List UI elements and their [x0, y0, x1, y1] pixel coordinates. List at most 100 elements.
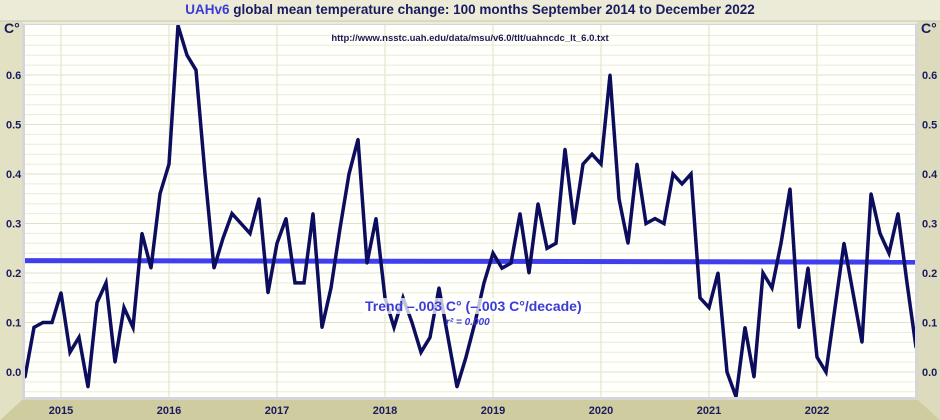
data-point	[410, 321, 414, 324]
data-point	[743, 325, 747, 329]
data-point	[113, 360, 117, 364]
data-point	[554, 241, 558, 245]
data-point	[455, 385, 459, 389]
data-point	[878, 231, 882, 235]
data-point	[329, 286, 333, 290]
x-tick-label: 2021	[697, 405, 721, 417]
title-text: global mean temperature change: 100 mont…	[233, 2, 755, 17]
data-point	[25, 375, 27, 379]
y-tick-label-right: 0.6	[922, 70, 937, 82]
data-point	[869, 192, 873, 196]
data-point	[104, 281, 108, 285]
x-tick-label: 2017	[265, 405, 289, 417]
data-point	[905, 281, 909, 285]
data-point	[59, 291, 63, 295]
data-point	[419, 350, 423, 354]
data-point	[230, 212, 234, 216]
data-point	[860, 340, 864, 344]
data-point	[374, 217, 378, 221]
data-point	[311, 212, 315, 216]
data-point	[284, 217, 288, 221]
data-point	[356, 137, 360, 141]
x-tick-label: 2020	[589, 405, 613, 417]
data-point	[257, 197, 261, 201]
y-tick-label-left: 0.0	[6, 367, 21, 379]
data-point	[707, 306, 711, 310]
data-point	[563, 147, 567, 151]
data-point	[167, 162, 171, 166]
data-point	[149, 266, 153, 270]
data-point	[482, 281, 486, 285]
frame-right	[915, 0, 940, 420]
data-point	[122, 306, 126, 310]
trend-line	[24, 258, 916, 265]
data-point	[824, 370, 828, 374]
x-tick-label: 2015	[49, 405, 73, 417]
data-point	[140, 231, 144, 235]
chart-title: UAHv6 global mean temperature change: 10…	[0, 2, 940, 17]
data-point	[320, 325, 324, 329]
data-point	[491, 251, 495, 255]
data-point	[761, 271, 765, 275]
data-point	[572, 222, 576, 225]
data-point	[527, 271, 531, 275]
data-point	[176, 25, 180, 27]
data-point	[158, 192, 162, 196]
data-point	[392, 325, 396, 329]
frame-left	[0, 0, 25, 420]
data-point	[752, 375, 756, 379]
data-point	[914, 346, 915, 349]
data-point	[212, 266, 216, 270]
data-point	[203, 172, 207, 176]
y-tick-label-left: 0.1	[6, 318, 21, 330]
data-point	[815, 355, 819, 359]
data-point	[734, 395, 738, 397]
data-point	[896, 212, 900, 216]
data-point	[626, 241, 630, 245]
data-point	[617, 197, 621, 201]
data-point	[185, 53, 189, 57]
data-point	[689, 172, 693, 176]
data-point	[662, 222, 666, 225]
y-tick-label-right: 0.3	[922, 219, 937, 231]
data-point	[248, 231, 252, 235]
frame-bottom	[0, 397, 940, 420]
data-point	[590, 152, 594, 156]
data-point	[77, 335, 81, 339]
y-tick-label-right: 0.4	[922, 169, 938, 181]
data-point	[41, 321, 45, 324]
data-point	[653, 217, 657, 221]
data-point	[581, 162, 585, 166]
data-point	[275, 241, 279, 245]
data-point	[536, 202, 540, 206]
data-point	[437, 286, 441, 290]
data-point	[545, 246, 549, 250]
data-point	[716, 271, 720, 275]
data-point	[464, 355, 468, 359]
data-point	[509, 261, 513, 265]
y-tick-label-left: 0.5	[6, 120, 21, 132]
data-point	[446, 335, 450, 339]
data-point	[266, 291, 270, 295]
data-point	[599, 162, 603, 166]
data-point	[788, 187, 792, 191]
y-tick-label-left: 0.3	[6, 219, 21, 231]
r-squared-label: r² = 0.000	[446, 317, 490, 328]
data-point	[842, 241, 846, 245]
data-point	[131, 325, 135, 329]
data-point	[293, 281, 297, 285]
data-point	[500, 266, 504, 270]
y-tick-label-left: 0.4	[6, 169, 22, 181]
x-tick-label: 2019	[481, 405, 505, 417]
y-unit-right: C°	[921, 20, 937, 36]
y-unit-left: C°	[4, 20, 20, 36]
data-point	[806, 266, 810, 270]
data-point	[779, 241, 783, 245]
x-tick-label: 2022	[805, 405, 829, 417]
data-point	[698, 296, 702, 300]
data-point	[86, 385, 90, 389]
y-tick-label-left: 0.2	[6, 268, 21, 280]
temperature-series-line	[25, 25, 915, 397]
